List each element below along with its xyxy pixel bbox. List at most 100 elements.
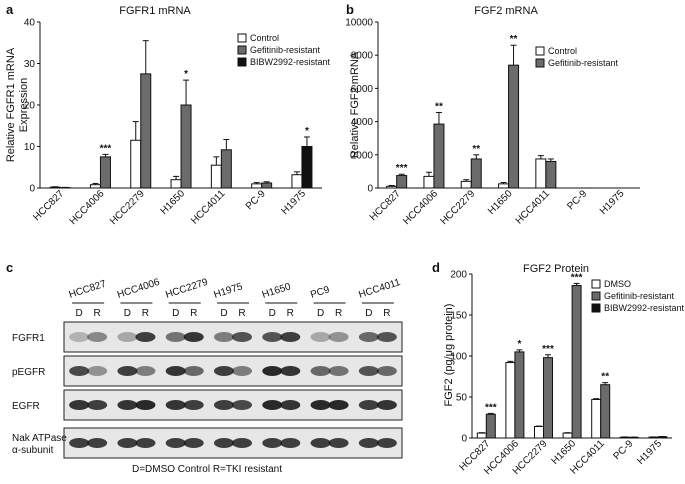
blot-band [69,400,90,410]
x-tick-label: PC-9 [244,188,268,212]
blot-cell-line-label: H1650 [261,281,293,301]
blot-band [376,332,397,342]
blot-band [280,332,301,342]
significance-marker: * [305,126,309,137]
blot-band [87,438,108,448]
significance-marker: *** [100,143,112,154]
significance-marker: ** [472,144,480,155]
blot-band [358,366,379,376]
bar [386,185,398,189]
panel-letter-d: d [432,260,440,275]
legend-swatch [591,291,601,301]
x-tick-label: PC-9 [565,188,589,212]
bar [534,426,544,439]
bar [49,186,61,189]
y-tick-label: 150 [450,311,467,322]
y-tick-label: 4000 [351,117,374,128]
blot-cell-line-label: HCC4011 [357,277,402,301]
blot-lane-label: R [287,308,294,319]
bar [130,139,142,189]
y-axis-label: Relative FGFR1 mRNAExpression [5,47,30,162]
chart-a: 0 10 20 30 40 Relative FGFR1 mRNAExpression HC… [5,18,331,228]
blot-band [376,438,397,448]
x-tick-label: H1975 [279,188,308,217]
bar [543,357,553,439]
legend-label: Gefitinib-resistant [604,291,675,301]
legend-label: Control [548,46,577,56]
x-tick-label: HCC2279 [108,188,147,227]
x-tick-label: HCC827 [368,188,403,223]
x-tick-label: HCC827 [31,188,66,223]
blot-band [117,366,138,376]
blot-row-label: pEGFR [12,367,45,378]
blot-band [214,400,234,410]
y-tick-label: 10000 [345,18,373,29]
blot-row-label: EGFR [12,401,40,412]
significance-marker: ** [510,34,518,45]
blot-band [358,332,379,342]
blot-lane-label: R [142,308,149,319]
y-tick-label: 0 [367,184,373,195]
significance-marker: * [184,69,188,80]
y-axis-label: Relative FGF2 mRNA [349,51,361,158]
blot-lane-label: D [317,308,324,319]
y-tick-label: 20 [24,101,36,112]
bar [99,156,111,189]
blot-band [376,366,397,376]
blot-band [310,400,331,410]
blot-band [87,366,108,376]
blot-band [135,332,156,342]
y-tick-label: 50 [456,393,468,404]
y-tick-label: 8000 [351,51,374,62]
bar [591,398,602,439]
blot-band [87,400,108,410]
y-tick-label: 2000 [351,150,374,161]
blot-band [214,332,234,342]
bar [251,183,263,189]
blot-band [328,332,349,342]
x-tick-label: H1975 [598,188,627,217]
blot-cell-line-label: PC9 [309,284,331,301]
blot-band [358,400,379,410]
bar [291,174,303,189]
blot-band [262,366,283,376]
legend-label: Control [250,33,279,43]
bar [460,180,472,189]
blot-band [165,366,186,376]
significance-marker: * [517,339,521,350]
bar [485,413,496,439]
blot-band [87,332,108,342]
blot-band [232,332,252,342]
x-tick-label: HCC2279 [439,188,478,227]
blot-lane-label: R [238,308,245,319]
bar [220,149,232,189]
blot-band [135,366,156,376]
blot-lane-label: D [76,308,83,319]
blot-band [117,400,138,410]
blot-band [328,366,349,376]
y-tick-label: 40 [24,18,36,29]
x-tick-label: H1975 [635,438,664,467]
chart-b: 0 2000 4000 6000 8000 10000 Relative FGF2 mRNA… [345,18,640,227]
bar [514,351,525,439]
bar [140,73,152,189]
bar [476,432,487,439]
panel-title-d: FGF2 Protein [523,263,589,275]
legend-label: Gefitinib-resistant [250,45,321,55]
blot-cell-line-label: HCC4006 [116,277,162,301]
blot-band [280,366,301,376]
x-tick-label: PC-9 [612,438,636,462]
blot-band [376,400,397,410]
blot-row-label: Nak ATPase α-subunit [12,433,67,456]
blot-cell-line-label: H1975 [213,281,245,301]
legend-swatch [535,58,545,68]
blot-lane-label: D [269,308,276,319]
blot-lane-label: R [190,308,197,319]
blot-band [117,438,138,448]
blot-band [232,366,252,376]
y-tick-label: 6000 [351,84,374,95]
blot-band [69,366,90,376]
panel-letter-c: c [6,260,13,275]
blot-band [117,332,138,342]
